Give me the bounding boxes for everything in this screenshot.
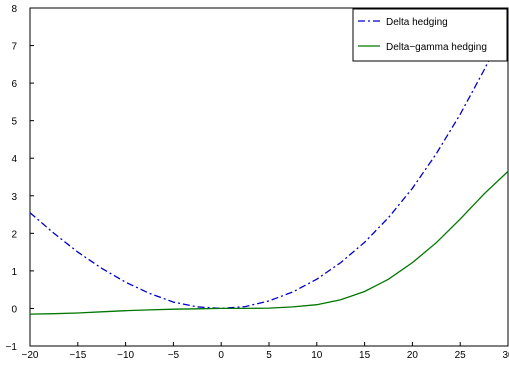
x-axis: −20 −15 −10 −5 0 5 10 15 20 25 30 xyxy=(22,342,509,361)
y-tick-label: 5 xyxy=(11,117,17,128)
y-tick-label: 1 xyxy=(11,267,17,278)
y-tick-label: 2 xyxy=(11,229,17,240)
y-axis: −1 0 1 2 3 4 5 6 7 8 xyxy=(6,4,34,353)
series-layer xyxy=(29,20,509,315)
x-tick-label: 25 xyxy=(455,350,467,361)
y-tick-label: 7 xyxy=(11,42,17,53)
legend-label-delta-gamma-hedging: Delta−gamma hedging xyxy=(386,42,487,53)
x-tick-label: −15 xyxy=(69,350,86,361)
x-tick-label: 20 xyxy=(407,350,419,361)
y-tick-label: 3 xyxy=(11,192,17,203)
y-tick-label: 4 xyxy=(11,154,17,165)
y-tick-label: 0 xyxy=(11,304,17,315)
legend-label-delta-hedging: Delta hedging xyxy=(386,17,448,28)
legend-box xyxy=(352,8,508,62)
x-tick-label: 10 xyxy=(311,350,323,361)
x-tick-label: 30 xyxy=(502,350,509,361)
y-tick-label: 8 xyxy=(11,4,17,15)
legend: Delta hedging Delta−gamma hedging xyxy=(352,8,508,62)
x-tick-label: 0 xyxy=(218,350,224,361)
x-tick-label: −20 xyxy=(22,350,39,361)
x-tick-label: 15 xyxy=(359,350,371,361)
x-tick-label: −5 xyxy=(168,350,180,361)
series-line-delta-gamma-hedging xyxy=(29,170,509,315)
x-tick-label: 5 xyxy=(266,350,272,361)
series-line-delta-hedging xyxy=(29,20,509,310)
y-tick-label: −1 xyxy=(6,342,18,353)
x-tick-label: −10 xyxy=(117,350,134,361)
y-tick-label: 6 xyxy=(11,79,17,90)
